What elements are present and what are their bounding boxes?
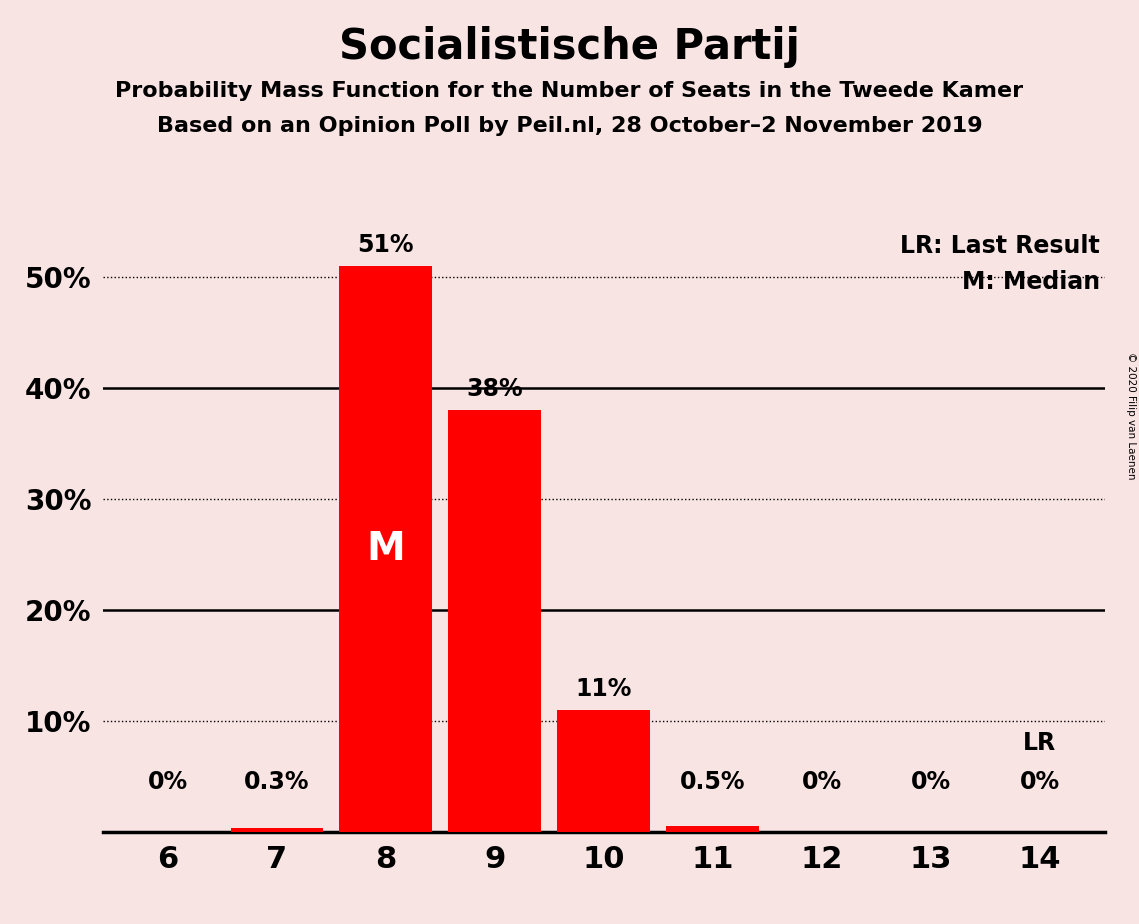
Text: Based on an Opinion Poll by Peil.nl, 28 October–2 November 2019: Based on an Opinion Poll by Peil.nl, 28 … (157, 116, 982, 137)
Text: 0%: 0% (1019, 770, 1059, 794)
Text: M: Median: M: Median (961, 270, 1100, 294)
Text: Socialistische Partij: Socialistische Partij (339, 26, 800, 67)
Text: Probability Mass Function for the Number of Seats in the Tweede Kamer: Probability Mass Function for the Number… (115, 81, 1024, 102)
Text: 0%: 0% (910, 770, 951, 794)
Text: 0.5%: 0.5% (680, 770, 745, 794)
Text: M: M (367, 529, 405, 568)
Text: 0%: 0% (802, 770, 842, 794)
Bar (339, 266, 432, 832)
Text: LR: LR (1023, 731, 1056, 755)
Bar (449, 410, 541, 832)
Text: 0.3%: 0.3% (244, 770, 310, 794)
Text: 51%: 51% (358, 233, 413, 257)
Text: LR: Last Result: LR: Last Result (900, 234, 1100, 258)
Text: 11%: 11% (575, 676, 632, 700)
Text: 0%: 0% (148, 770, 188, 794)
Bar (557, 710, 650, 832)
Bar (666, 826, 759, 832)
Text: © 2020 Filip van Laenen: © 2020 Filip van Laenen (1126, 352, 1136, 480)
Bar (230, 828, 323, 832)
Text: 38%: 38% (466, 377, 523, 401)
